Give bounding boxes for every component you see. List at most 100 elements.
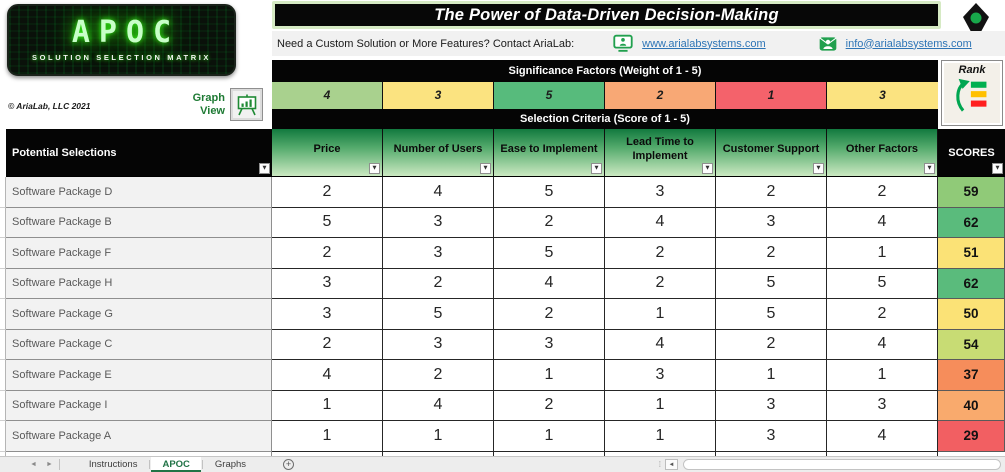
criteria-score-cell[interactable]: 3 bbox=[272, 268, 383, 299]
criteria-score-cell[interactable]: 1 bbox=[716, 360, 827, 391]
filter-dropdown-icon[interactable]: ▾ bbox=[480, 163, 491, 174]
sheet-tab-instructions[interactable]: Instructions bbox=[88, 459, 138, 470]
criteria-score-cell[interactable]: 1 bbox=[605, 421, 716, 452]
potential-selections-header[interactable]: Potential Selections ▾ bbox=[6, 129, 272, 177]
criteria-score-cell[interactable]: 3 bbox=[716, 207, 827, 238]
criteria-score-cell[interactable]: 3 bbox=[605, 177, 716, 208]
weight-cell[interactable]: 4 bbox=[272, 82, 383, 109]
scores-column-header[interactable]: SCORES ▾ bbox=[938, 129, 1005, 177]
criteria-score-cell[interactable]: 2 bbox=[605, 268, 716, 299]
criteria-score-cell[interactable]: 2 bbox=[383, 360, 494, 391]
selection-name-cell[interactable]: Software Package G bbox=[6, 299, 272, 330]
criteria-score-cell[interactable]: 1 bbox=[383, 421, 494, 452]
criteria-score-cell[interactable]: 4 bbox=[494, 268, 605, 299]
criteria-score-cell[interactable]: 4 bbox=[383, 177, 494, 208]
criteria-score-cell[interactable]: 2 bbox=[494, 299, 605, 330]
criteria-score-cell[interactable]: 5 bbox=[383, 299, 494, 330]
criteria-score-cell[interactable]: 4 bbox=[827, 207, 938, 238]
criteria-score-cell[interactable]: 3 bbox=[605, 360, 716, 391]
criteria-score-cell[interactable]: 2 bbox=[827, 177, 938, 208]
criteria-score-cell[interactable]: 3 bbox=[716, 390, 827, 421]
filter-dropdown-icon[interactable]: ▾ bbox=[591, 163, 602, 174]
filter-dropdown-icon[interactable]: ▾ bbox=[924, 163, 935, 174]
sheet-nav-left-icon[interactable]: ◄ bbox=[30, 461, 37, 468]
weight-cell[interactable]: 3 bbox=[827, 82, 938, 109]
filter-dropdown-icon[interactable]: ▾ bbox=[259, 163, 270, 174]
criteria-score-cell[interactable]: 2 bbox=[716, 177, 827, 208]
criteria-score-cell[interactable]: 5 bbox=[716, 268, 827, 299]
criteria-column-header[interactable]: Number of Users ▾ bbox=[383, 129, 494, 177]
weight-cell[interactable]: 2 bbox=[605, 82, 716, 109]
criteria-score-cell[interactable]: 2 bbox=[827, 299, 938, 330]
sheet-tab-apoc[interactable]: APOC bbox=[151, 457, 201, 472]
criteria-score-cell[interactable]: 2 bbox=[272, 177, 383, 208]
selection-name-cell[interactable]: Software Package I bbox=[6, 390, 272, 421]
weight-cell[interactable]: 5 bbox=[494, 82, 605, 109]
new-sheet-button[interactable]: + bbox=[283, 459, 295, 470]
sheet-nav-arrows[interactable]: ◄ ► bbox=[30, 457, 53, 472]
selection-name-cell[interactable]: Software Package F bbox=[6, 238, 272, 269]
criteria-score-cell[interactable]: 1 bbox=[605, 299, 716, 330]
selection-name-cell[interactable]: Software Package E bbox=[6, 360, 272, 391]
scrollbar-thumb[interactable] bbox=[683, 459, 1001, 470]
criteria-score-cell[interactable]: 3 bbox=[272, 299, 383, 330]
criteria-column-header[interactable]: Price ▾ bbox=[272, 129, 383, 177]
criteria-score-cell[interactable]: 4 bbox=[605, 329, 716, 360]
criteria-score-cell[interactable]: 2 bbox=[605, 238, 716, 269]
criteria-score-cell[interactable]: 4 bbox=[272, 360, 383, 391]
criteria-column-header[interactable]: Other Factors ▾ bbox=[827, 129, 938, 177]
selection-name-cell[interactable]: Software Package H bbox=[6, 268, 272, 299]
criteria-score-cell[interactable]: 1 bbox=[494, 421, 605, 452]
website-link[interactable]: www.arialabsystems.com bbox=[642, 37, 766, 50]
criteria-score-cell[interactable]: 1 bbox=[605, 390, 716, 421]
criteria-score-cell[interactable]: 1 bbox=[827, 238, 938, 269]
scroll-left-button[interactable]: ◄ bbox=[665, 459, 678, 470]
criteria-score-cell[interactable]: 4 bbox=[383, 390, 494, 421]
criteria-score-cell[interactable]: 5 bbox=[494, 238, 605, 269]
criteria-score-cell[interactable]: 5 bbox=[716, 299, 827, 330]
criteria-score-cell[interactable]: 3 bbox=[494, 329, 605, 360]
email-link[interactable]: info@arialabsystems.com bbox=[845, 37, 972, 50]
sheet-nav-right-icon[interactable]: ► bbox=[45, 461, 53, 468]
criteria-score-cell[interactable]: 4 bbox=[827, 421, 938, 452]
criteria-score-cell[interactable]: 3 bbox=[383, 329, 494, 360]
selection-name-cell[interactable]: Software Package C bbox=[6, 329, 272, 360]
criteria-score-cell[interactable]: 2 bbox=[272, 238, 383, 269]
criteria-score-cell[interactable]: 1 bbox=[272, 421, 383, 452]
filter-dropdown-icon[interactable]: ▾ bbox=[813, 163, 824, 174]
criteria-score-cell[interactable]: 1 bbox=[272, 390, 383, 421]
criteria-score-cell[interactable]: 3 bbox=[827, 390, 938, 421]
criteria-score-cell[interactable]: 4 bbox=[605, 207, 716, 238]
criteria-column-header[interactable]: Lead Time to Implement ▾ bbox=[605, 129, 716, 177]
criteria-score-cell[interactable]: 2 bbox=[272, 329, 383, 360]
criteria-score-cell[interactable]: 2 bbox=[494, 207, 605, 238]
criteria-score-cell[interactable]: 5 bbox=[494, 177, 605, 208]
selection-name-cell[interactable]: Software Package D bbox=[6, 177, 272, 208]
filter-dropdown-icon[interactable]: ▾ bbox=[702, 163, 713, 174]
selection-name-cell[interactable]: Software Package A bbox=[6, 421, 272, 452]
criteria-score-cell[interactable]: 1 bbox=[494, 360, 605, 391]
criteria-score-cell[interactable]: 3 bbox=[716, 421, 827, 452]
sheet-tab-graphs[interactable]: Graphs bbox=[214, 459, 247, 470]
criteria-score-cell[interactable]: 5 bbox=[272, 207, 383, 238]
graph-view-control[interactable]: Graph View bbox=[183, 88, 263, 121]
criteria-score-cell[interactable]: 1 bbox=[827, 360, 938, 391]
filter-dropdown-icon[interactable]: ▾ bbox=[369, 163, 380, 174]
weight-cell[interactable]: 3 bbox=[383, 82, 494, 109]
filter-dropdown-icon[interactable]: ▾ bbox=[992, 163, 1003, 174]
criteria-score-cell[interactable]: 5 bbox=[827, 268, 938, 299]
criteria-column-header[interactable]: Ease to Implement ▾ bbox=[494, 129, 605, 177]
weight-cell[interactable]: 1 bbox=[716, 82, 827, 109]
graph-view-button[interactable] bbox=[230, 88, 263, 121]
criteria-score-cell[interactable]: 4 bbox=[827, 329, 938, 360]
scrollbar-resize-handle[interactable]: ⁞ bbox=[658, 460, 661, 469]
criteria-column-header[interactable]: Customer Support ▾ bbox=[716, 129, 827, 177]
criteria-score-cell[interactable]: 3 bbox=[383, 238, 494, 269]
criteria-score-cell[interactable]: 2 bbox=[494, 390, 605, 421]
rank-button[interactable]: Rank bbox=[941, 60, 1003, 126]
criteria-score-cell[interactable]: 2 bbox=[716, 329, 827, 360]
criteria-score-cell[interactable]: 2 bbox=[383, 268, 494, 299]
selection-name-cell[interactable]: Software Package B bbox=[6, 207, 272, 238]
criteria-score-cell[interactable]: 3 bbox=[383, 207, 494, 238]
criteria-score-cell[interactable]: 2 bbox=[716, 238, 827, 269]
